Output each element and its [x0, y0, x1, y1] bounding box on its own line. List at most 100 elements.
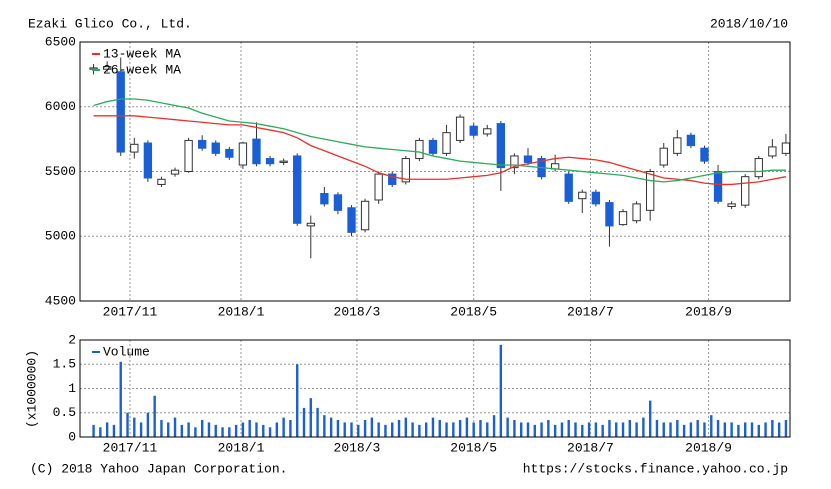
volume-bar: [153, 395, 156, 437]
moving-average-line: [93, 98, 786, 183]
candle-body: [198, 139, 207, 149]
volume-bar: [377, 422, 380, 437]
volume-bar: [248, 420, 251, 437]
candle-body: [388, 173, 397, 185]
volume-bar: [194, 427, 197, 437]
candle-body: [116, 71, 125, 153]
candle-body: [646, 171, 655, 211]
volume-bar: [133, 417, 136, 437]
candle-body: [523, 155, 533, 163]
volume-bar: [167, 422, 170, 437]
volume-bar: [418, 424, 421, 437]
volume-bar: [689, 422, 693, 437]
candle-body: [781, 142, 791, 154]
volume-bar: [506, 417, 509, 437]
volume-bar: [296, 364, 299, 437]
candle-body: [401, 158, 410, 183]
candle-body: [157, 178, 166, 185]
volume-bar: [139, 422, 143, 437]
volume-bar: [642, 417, 645, 437]
volume-bar: [105, 422, 109, 437]
y-tick-label: 5000: [45, 229, 76, 244]
candle-body: [686, 134, 696, 147]
candle-body: [713, 171, 723, 202]
volume-bar: [289, 420, 292, 437]
legend-label: 13-week MA: [103, 46, 181, 61]
volume-bar: [533, 424, 536, 437]
volume-bar: [574, 422, 577, 437]
volume-bar: [329, 417, 333, 437]
volume-bar: [479, 420, 482, 437]
y-tick-label: 5500: [45, 164, 76, 179]
volume-bar: [99, 427, 102, 437]
volume-bar: [662, 422, 665, 437]
y-tick-label: 1.5: [53, 357, 76, 372]
candle-body: [700, 147, 709, 162]
volume-bar: [214, 424, 217, 437]
volume-bar: [560, 422, 564, 437]
plot-frame: [79, 339, 791, 438]
volume-bar: [357, 424, 360, 437]
candle-body: [442, 132, 451, 154]
volume-bar: [723, 422, 727, 437]
volume-bar: [112, 424, 116, 437]
candle-body: [130, 143, 139, 153]
volume-bar: [465, 417, 469, 437]
candle-body: [510, 155, 519, 169]
volume-bar: [207, 422, 211, 437]
volume-bar: [676, 420, 679, 437]
volume-bar: [180, 424, 184, 437]
x-tick-label: 2018/3: [334, 440, 381, 455]
volume-bar: [268, 427, 272, 437]
volume-bar: [750, 422, 754, 437]
volume-bar: [397, 420, 401, 437]
candle-body: [252, 138, 261, 165]
candle-body: [279, 160, 288, 163]
volume-bar: [391, 422, 394, 437]
candle-body: [483, 128, 492, 135]
candle-body: [320, 193, 329, 205]
volume-bar: [784, 420, 788, 437]
x-tick-label: 2018/1: [218, 440, 265, 455]
candle-body: [469, 125, 478, 136]
candle-body: [347, 207, 356, 233]
y-axis-label: (x1000000): [24, 350, 39, 428]
volume-bar: [492, 415, 496, 437]
y-tick-label: 6000: [45, 99, 76, 114]
volume-bar: [628, 420, 632, 437]
copyright: (C) 2018 Yahoo Japan Corporation.: [30, 461, 287, 476]
chart-date: 2018/10/10: [710, 16, 788, 31]
source-url: https://stocks.finance.yahoo.co.jp: [523, 461, 788, 476]
plot-frame: [79, 41, 791, 302]
candle-body: [496, 123, 506, 169]
volume-bar: [438, 420, 441, 437]
volume-bar: [187, 422, 190, 437]
volume-bar: [309, 398, 312, 437]
candle-body: [564, 173, 573, 202]
volume-bar: [363, 420, 367, 437]
volume-bar: [262, 424, 265, 437]
volume-bar: [486, 422, 489, 437]
volume-bar: [302, 407, 306, 437]
volume-bar: [608, 420, 611, 437]
volume-bar: [703, 422, 706, 437]
y-tick-label: 2: [68, 332, 76, 347]
volume-bar: [343, 422, 346, 437]
company-name: Ezaki Glico Co., Ltd.: [28, 16, 192, 31]
y-tick-label: 0.5: [53, 405, 76, 420]
volume-bar: [520, 422, 523, 437]
x-tick-label: 2018/1: [218, 304, 265, 319]
volume-bar: [126, 412, 129, 437]
candle-body: [374, 173, 383, 201]
volume-bar: [757, 424, 760, 437]
volume-bar: [716, 420, 720, 437]
legend-label: 26-week MA: [103, 62, 181, 77]
candle-body: [293, 155, 302, 224]
volume-bar: [323, 415, 326, 437]
volume-bar: [119, 361, 122, 437]
candle-body: [238, 142, 248, 166]
volume-bar: [146, 412, 150, 437]
volume-bar: [682, 424, 686, 437]
volume-bar: [458, 420, 462, 437]
x-tick-label: 2017/11: [103, 304, 158, 319]
